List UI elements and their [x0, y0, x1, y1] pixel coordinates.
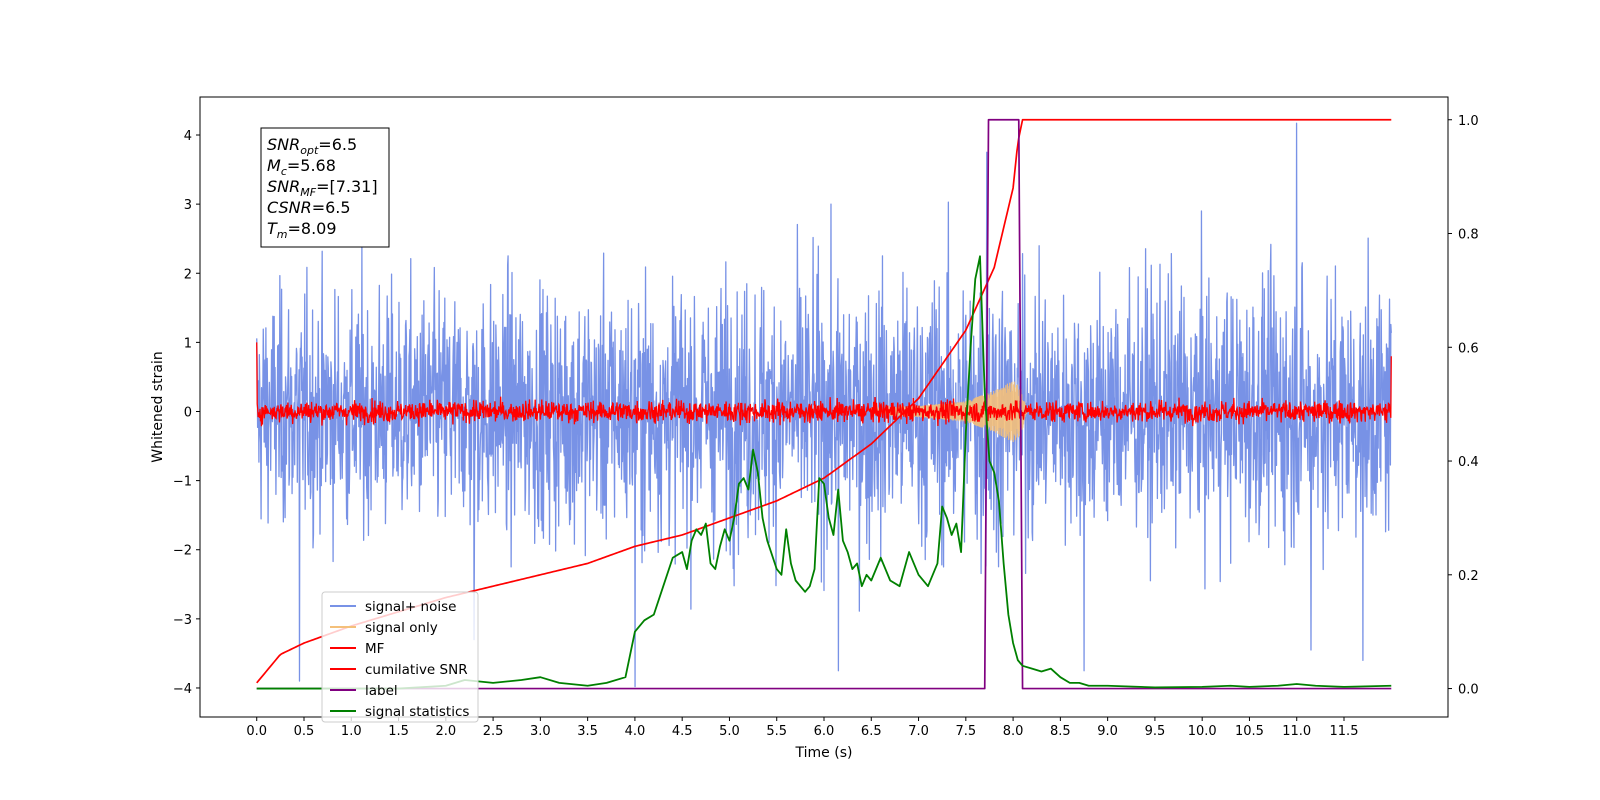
legend-label: signal+ noise: [365, 599, 456, 615]
y-tick-label: −3: [173, 613, 192, 628]
y-right-tick-label: 0.8: [1458, 228, 1479, 243]
x-tick-label: 5.5: [766, 724, 787, 739]
legend-label: signal statistics: [365, 704, 469, 720]
series-label: [256, 118, 1392, 690]
y-tick-label: −1: [173, 475, 192, 490]
x-tick-label: 1.0: [341, 724, 362, 739]
y-tick-label: −2: [173, 544, 192, 559]
x-tick-label: 0.0: [246, 724, 267, 739]
annotation-line: CSNR=6.5: [267, 198, 351, 217]
y-tick-label: 0: [184, 405, 192, 420]
x-tick-label: 0.5: [294, 724, 315, 739]
x-tick-label: 10.0: [1188, 724, 1217, 739]
annotation-value: =8.09: [288, 219, 337, 238]
y-right-tick-label: 0.2: [1458, 569, 1479, 584]
legend: signal+ noise signal only MF cumilative SNR…: [321, 591, 479, 723]
y-right-tick-label: 0.6: [1458, 341, 1479, 356]
x-tick-label: 6.0: [814, 724, 835, 739]
annotation-value: =6.5: [318, 135, 357, 154]
x-axis-label: Time (s): [795, 745, 853, 761]
y-axis-left: −4 −3 −2 −1 0 1 2 3 4: [173, 129, 200, 697]
annotation-subscript: m: [277, 228, 288, 241]
legend-label: signal only: [365, 620, 438, 636]
x-tick-label: 4.5: [672, 724, 693, 739]
annotation-value: =5.68: [287, 156, 336, 175]
annotation-line: SNRMF=[7.31]: [267, 177, 378, 199]
x-tick-label: 4.0: [625, 724, 646, 739]
x-axis: 0.0 0.5 1.0 1.5 2.0 2.5 3.0 3.5 4.0 4.5 5.0 5.5 6.0 6…: [246, 717, 1358, 739]
x-tick-label: 2.5: [483, 724, 504, 739]
y-tick-label: 4: [184, 129, 192, 144]
x-tick-label: 8.0: [1003, 724, 1024, 739]
y-tick-label: 2: [184, 267, 192, 282]
x-tick-label: 2.0: [435, 724, 456, 739]
annotation-symbol: SNR: [267, 135, 300, 154]
annotation-symbol: T: [267, 219, 278, 238]
x-tick-label: 9.0: [1097, 724, 1118, 739]
series-signal-noise: [256, 122, 1392, 688]
annotation-box: SNRopt=6.5Mc=5.68SNRMF=[7.31]CSNR=6.5Tm=…: [260, 127, 390, 248]
x-tick-label: 3.0: [530, 724, 551, 739]
annotation-subscript: opt: [300, 144, 319, 157]
legend-label: cumilative SNR: [365, 662, 468, 678]
annotation-frame: [260, 127, 390, 248]
y-tick-label: 3: [184, 198, 192, 213]
x-tick-label: 7.0: [908, 724, 929, 739]
annotation-value: =6.5: [312, 198, 351, 217]
x-tick-label: 5.0: [719, 724, 740, 739]
x-tick-label: 10.5: [1235, 724, 1264, 739]
y-right-tick-label: 1.0: [1458, 114, 1479, 129]
x-tick-label: 8.5: [1050, 724, 1071, 739]
annotation-symbol: SNR: [267, 177, 300, 196]
x-tick-label: 9.5: [1145, 724, 1166, 739]
annotation-line: Mc=5.68: [267, 156, 336, 178]
annotation-symbol: CSNR: [267, 198, 312, 217]
y-right-tick-label: 0.4: [1458, 455, 1479, 470]
annotation-value: =[7.31]: [316, 177, 378, 196]
x-tick-label: 11.0: [1282, 724, 1311, 739]
x-tick-label: 3.5: [577, 724, 598, 739]
legend-frame: [321, 591, 479, 723]
x-tick-label: 1.5: [388, 724, 409, 739]
x-tick-label: 6.5: [861, 724, 882, 739]
annotation-subscript: c: [281, 165, 287, 178]
y-right-tick-label: 0.0: [1458, 683, 1479, 698]
y-tick-label: 1: [184, 336, 192, 351]
y-axis-label: Whitened strain: [150, 351, 166, 462]
y-tick-label: −4: [173, 682, 192, 697]
series-signal-statistics: [256, 255, 1392, 690]
series-mf: [256, 342, 1392, 427]
x-tick-label: 7.5: [955, 724, 976, 739]
y-axis-right: 0.0 0.2 0.4 0.6 0.8 1.0: [1448, 114, 1479, 698]
legend-label: label: [365, 683, 398, 699]
x-tick-label: 11.5: [1330, 724, 1359, 739]
annotation-symbol: M: [267, 156, 281, 175]
annotation-subscript: MF: [300, 186, 316, 199]
annotation-line: Tm=8.09: [267, 219, 337, 241]
legend-label: MF: [365, 641, 384, 657]
annotation-line: SNRopt=6.5: [267, 135, 357, 157]
